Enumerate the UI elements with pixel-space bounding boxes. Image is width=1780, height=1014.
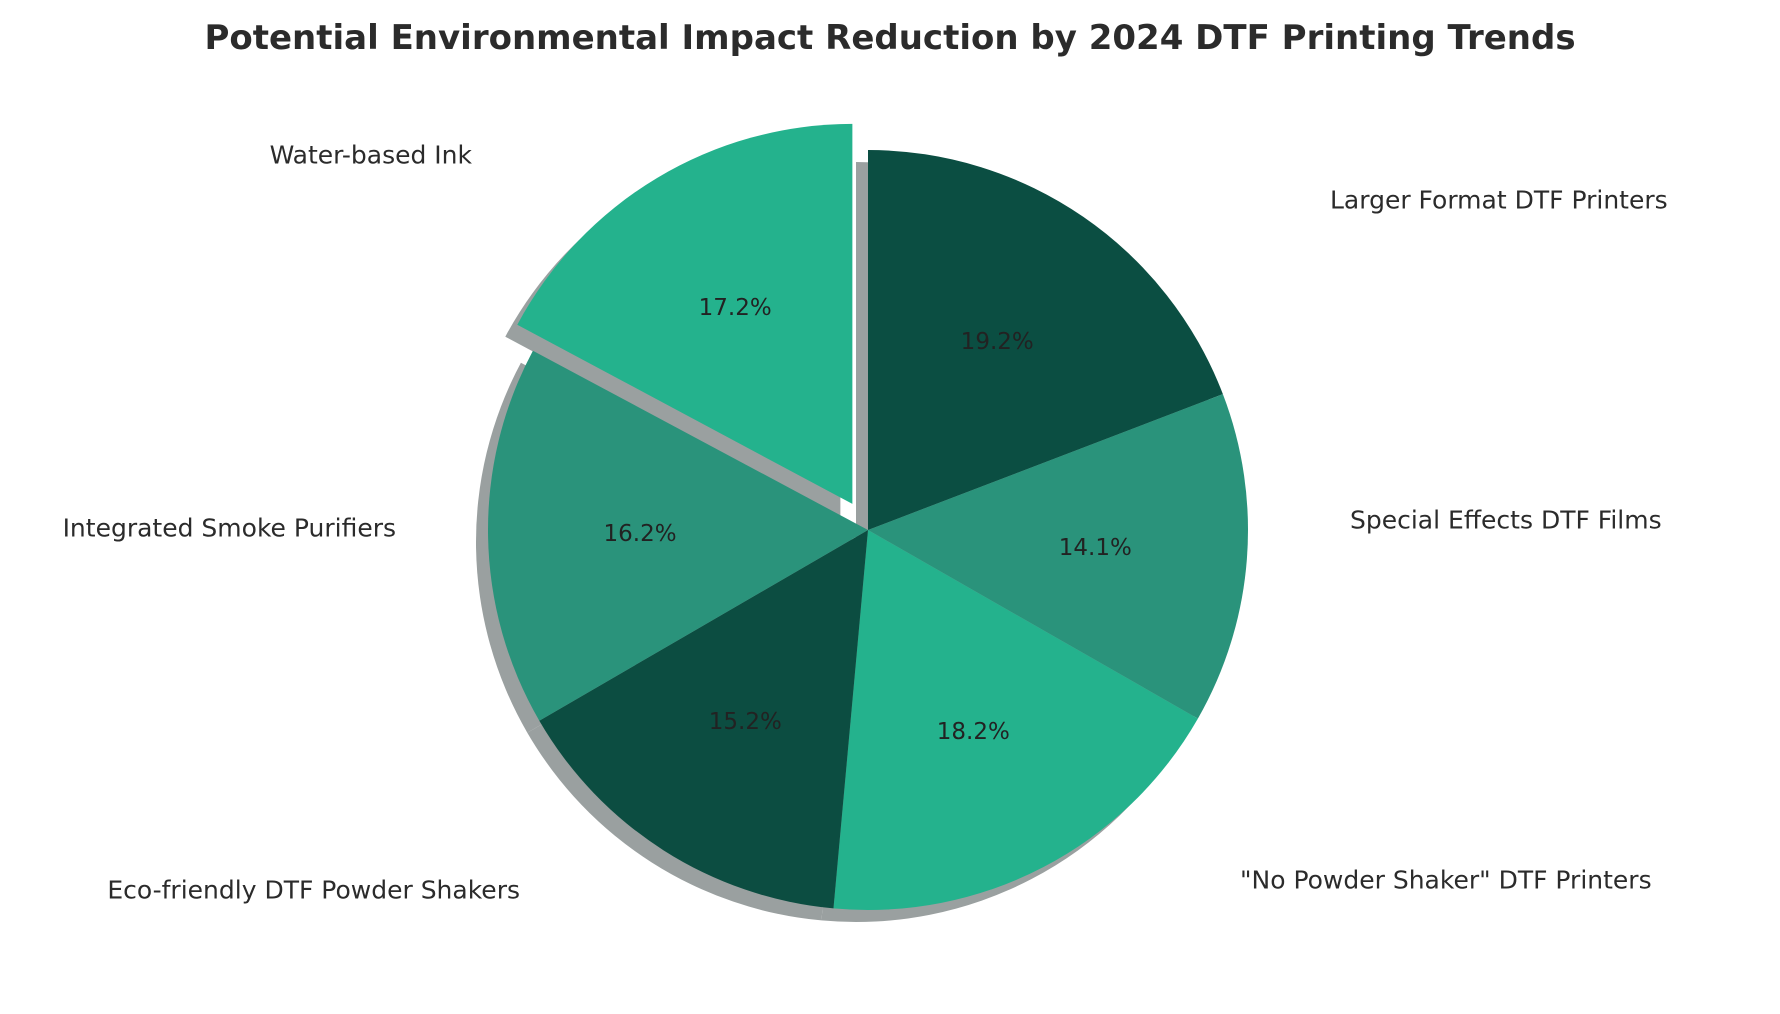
pie-pct-label: 15.2% bbox=[709, 709, 782, 735]
pie-slice-label: "No Powder Shaker" DTF Printers bbox=[1240, 866, 1652, 895]
pie-slice-label: Special Effects DTF Films bbox=[1350, 506, 1662, 535]
pie-slice-label: Larger Format DTF Printers bbox=[1330, 186, 1668, 215]
pie-pct-label: 17.2% bbox=[699, 295, 772, 321]
pie-slice-label: Water-based Ink bbox=[270, 141, 472, 170]
pie-pct-label: 14.1% bbox=[1059, 535, 1132, 561]
pie-pct-label: 18.2% bbox=[937, 719, 1010, 745]
pie-slice-label: Integrated Smoke Purifiers bbox=[63, 514, 396, 543]
pie-slice-label: Eco-friendly DTF Powder Shakers bbox=[107, 876, 520, 905]
pie-pct-label: 16.2% bbox=[603, 521, 676, 547]
chart-container: Potential Environmental Impact Reduction… bbox=[0, 0, 1780, 1014]
pie-pct-label: 19.2% bbox=[961, 329, 1034, 355]
